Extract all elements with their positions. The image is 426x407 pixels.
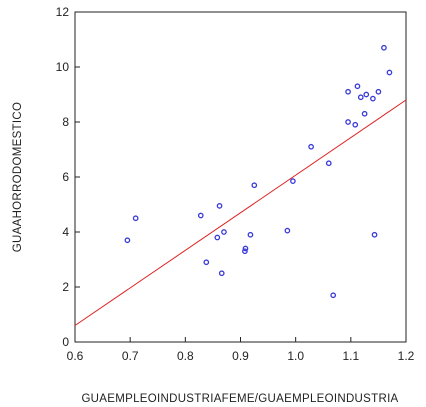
x-tick-label: 0.9 bbox=[232, 349, 249, 363]
scatter-point bbox=[330, 292, 337, 299]
y-tick-label: 12 bbox=[56, 5, 70, 19]
scatter-point bbox=[386, 69, 393, 76]
y-axis-ticks: 0 2 4 6 8 10 12 bbox=[56, 5, 80, 349]
scatter-point bbox=[203, 259, 210, 266]
scatter-point bbox=[381, 44, 387, 51]
scatter-point bbox=[216, 203, 223, 209]
scatter-point bbox=[218, 270, 225, 277]
scatter-point bbox=[361, 110, 368, 117]
scatter-point bbox=[132, 215, 139, 222]
y-tick-label: 4 bbox=[62, 225, 69, 239]
x-tick-label: 0.8 bbox=[177, 349, 194, 363]
y-axis-title: GUAAHORRODOMESTICO bbox=[12, 102, 24, 252]
scatter-point bbox=[197, 212, 204, 219]
scatter-point bbox=[354, 83, 361, 90]
x-axis-title: GUAEMPLEOINDUSTRIAFEME/GUAEMPLEOINDUSTRI… bbox=[81, 393, 398, 405]
scatter-point bbox=[284, 227, 291, 234]
y-tick-label: 2 bbox=[62, 280, 69, 294]
y-tick-label: 0 bbox=[62, 335, 69, 349]
scatter-point bbox=[214, 234, 221, 241]
scatter-point bbox=[124, 237, 131, 244]
scatter-point bbox=[251, 182, 258, 189]
scatter-point bbox=[371, 231, 378, 238]
scatter-point bbox=[345, 88, 351, 95]
x-tick-label: 0.6 bbox=[67, 349, 84, 363]
data-points bbox=[124, 44, 393, 299]
y-tick-label: 10 bbox=[56, 60, 70, 74]
scatter-point bbox=[247, 231, 254, 238]
scatter-point bbox=[242, 245, 249, 252]
y-tick-label: 8 bbox=[62, 115, 69, 129]
scatter-point bbox=[221, 229, 227, 235]
y-tick-label: 6 bbox=[62, 170, 69, 184]
plot-frame bbox=[74, 11, 407, 343]
scatter-point bbox=[375, 88, 382, 95]
regression-line bbox=[74, 99, 407, 326]
scatter-point bbox=[370, 95, 376, 102]
scatter-point bbox=[242, 248, 248, 255]
scatter-point bbox=[352, 121, 359, 128]
x-axis-ticks: 0.6 0.7 0.8 0.9 1.0 1.1 1.2 bbox=[67, 337, 415, 363]
scatter-point bbox=[357, 94, 364, 101]
x-tick-label: 1.0 bbox=[287, 349, 304, 363]
scatter-point bbox=[290, 178, 296, 184]
x-tick-label: 1.1 bbox=[342, 349, 359, 363]
scatter-point bbox=[308, 143, 314, 150]
scatter-point bbox=[325, 160, 332, 167]
scatter-point bbox=[363, 91, 370, 98]
x-tick-label: 0.7 bbox=[122, 349, 139, 363]
scatter-point bbox=[345, 119, 351, 125]
x-tick-label: 1.2 bbox=[398, 349, 415, 363]
